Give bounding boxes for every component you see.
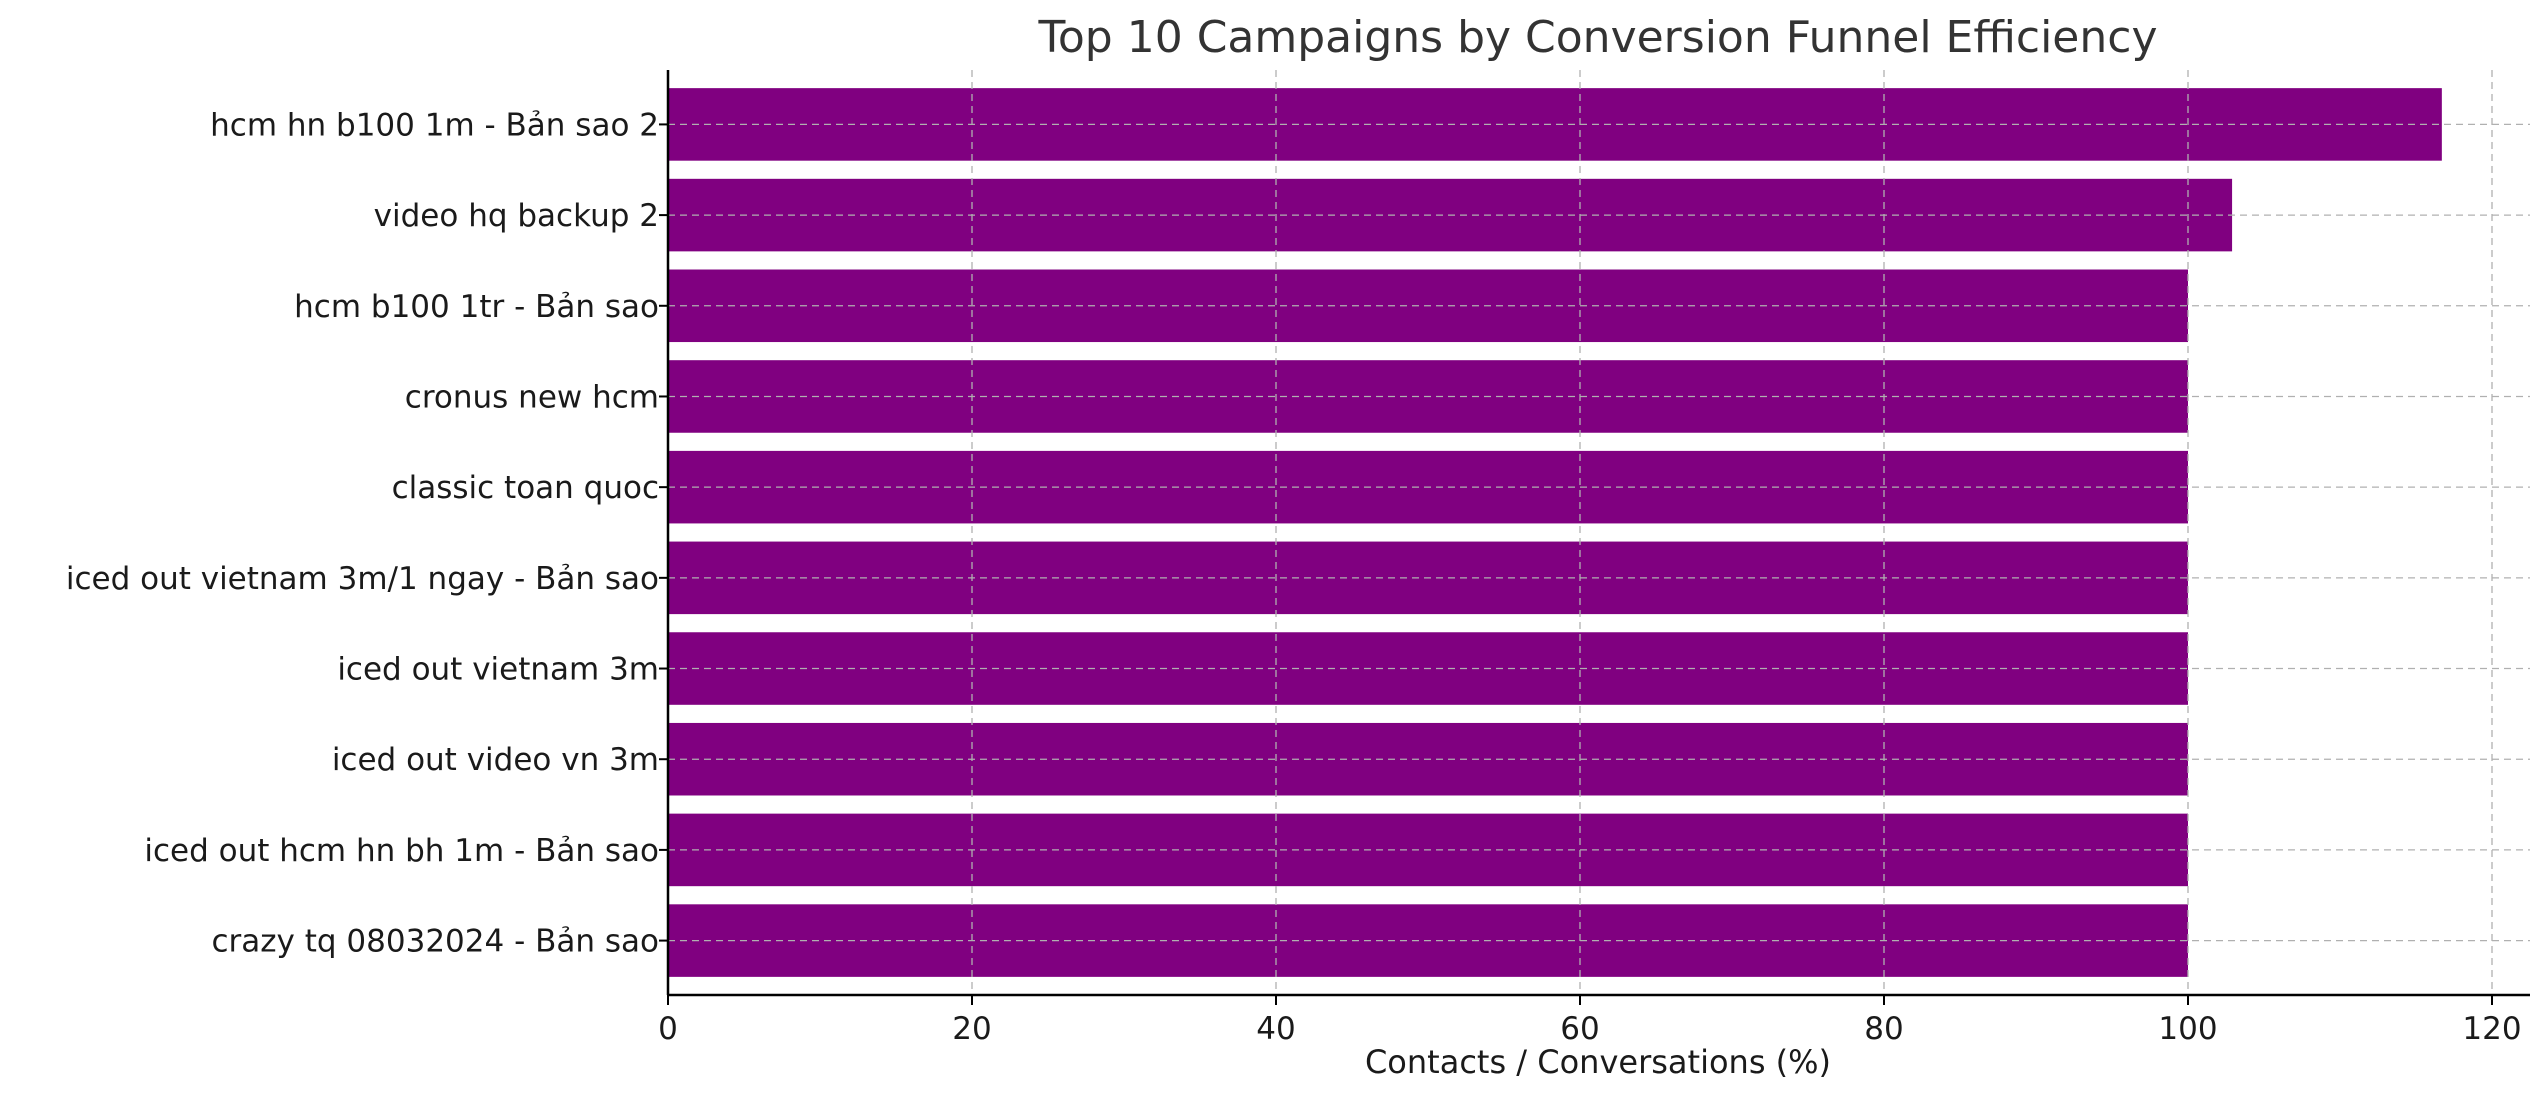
y-tick-label: iced out video vn 3m [332, 742, 659, 778]
x-axis-label: Contacts / Conversations (%) [1365, 1043, 1831, 1081]
y-tick-label: iced out vietnam 3m/1 ngay - Bản sao [66, 561, 659, 597]
y-tick-label: iced out vietnam 3m [337, 652, 659, 688]
y-tick-label: iced out hcm hn bh 1m - Bản sao [144, 833, 659, 869]
x-tick-label: 40 [1256, 1011, 1295, 1047]
y-tick-label: classic toan quoc [392, 470, 659, 506]
axes [666, 70, 2530, 997]
x-tick-label: 60 [1560, 1011, 1599, 1047]
y-axis-ticks: hcm hn b100 1m - Bản sao 2 video hq backu… [66, 107, 668, 960]
x-tick-label: 100 [2158, 1011, 2217, 1047]
y-tick-label: video hq backup 2 [374, 198, 659, 234]
y-tick-label: cronus new hcm [405, 379, 659, 415]
y-tick-label: crazy tq 08032024 - Bản sao [211, 924, 659, 960]
x-tick-label: 80 [1864, 1011, 1903, 1047]
bars [668, 88, 2442, 977]
x-tick-label: 20 [952, 1011, 991, 1047]
y-tick-label: hcm b100 1tr - Bản sao [294, 289, 659, 325]
x-tick-label: 0 [658, 1011, 678, 1047]
y-tick-label: hcm hn b100 1m - Bản sao 2 [210, 107, 659, 143]
x-axis-ticks: 0 20 40 60 80 100 120 [658, 995, 2522, 1047]
x-tick-label: 120 [2462, 1011, 2521, 1047]
chart-title: Top 10 Campaigns by Conversion Funnel Ef… [1037, 12, 2157, 63]
